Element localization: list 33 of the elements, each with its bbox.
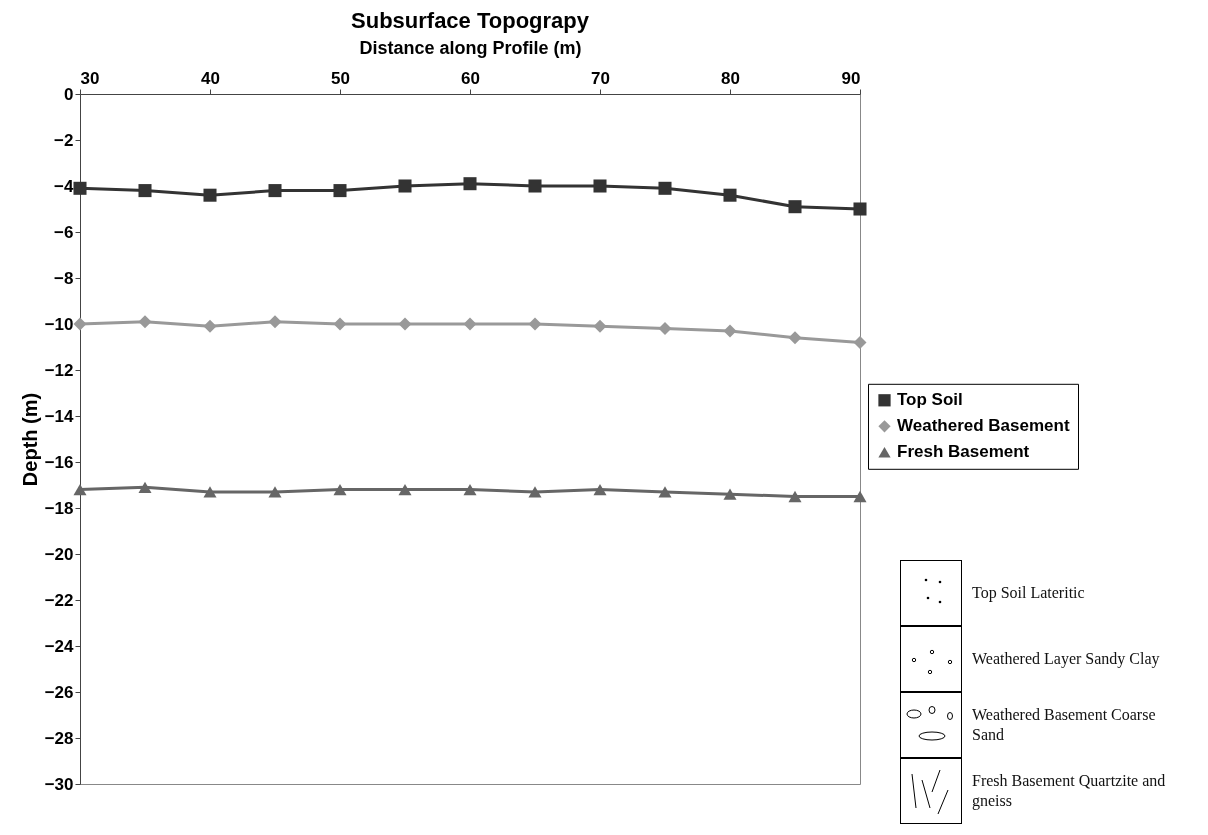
y-tick-label: −16 <box>44 452 74 472</box>
y-tick-label: −6 <box>54 222 74 242</box>
y-tick-label: −22 <box>44 590 74 610</box>
y-tick-label: −18 <box>44 498 74 518</box>
y-axis-title: Depth (m) <box>18 392 41 487</box>
y-tick-label: 0 <box>64 84 74 104</box>
legend-label: Weathered Basement <box>897 416 1070 436</box>
y-tick-label: −8 <box>54 268 74 288</box>
chart-title: Subsurface Topograpy <box>351 8 590 33</box>
y-tick-label: −28 <box>44 728 74 748</box>
legend-label: Top Soil <box>897 390 963 410</box>
x-tick-label: 60 <box>461 68 480 88</box>
text: Weathered Basement Coarse Sand <box>972 705 1157 745</box>
x-tick-label: 50 <box>331 68 350 88</box>
text: Top Soil Lateritic <box>972 583 1086 603</box>
x-tick-label: 90 <box>841 68 861 88</box>
text: Fresh Basement Quartzite and gneiss <box>972 771 1167 811</box>
y-tick-label: −20 <box>44 544 74 564</box>
y-tick-label: −26 <box>44 682 74 702</box>
y-tick-label: −30 <box>44 774 74 794</box>
x-tick-label: 80 <box>721 68 740 88</box>
x-axis-title: Distance along Profile (m) <box>359 37 582 58</box>
x-tick-label: 30 <box>80 68 100 88</box>
y-tick-label: −14 <box>44 406 75 426</box>
y-tick-label: −2 <box>54 130 74 150</box>
text: Weathered Layer Sandy Clay <box>972 649 1161 669</box>
y-tick-label: −10 <box>44 314 74 334</box>
y-tick-label: −12 <box>44 360 74 380</box>
y-tick-label: −24 <box>44 636 75 656</box>
y-tick-label: −4 <box>54 176 75 196</box>
x-tick-label: 40 <box>201 68 220 88</box>
legend-label: Fresh Basement <box>897 442 1030 462</box>
x-tick-label: 70 <box>591 68 610 88</box>
